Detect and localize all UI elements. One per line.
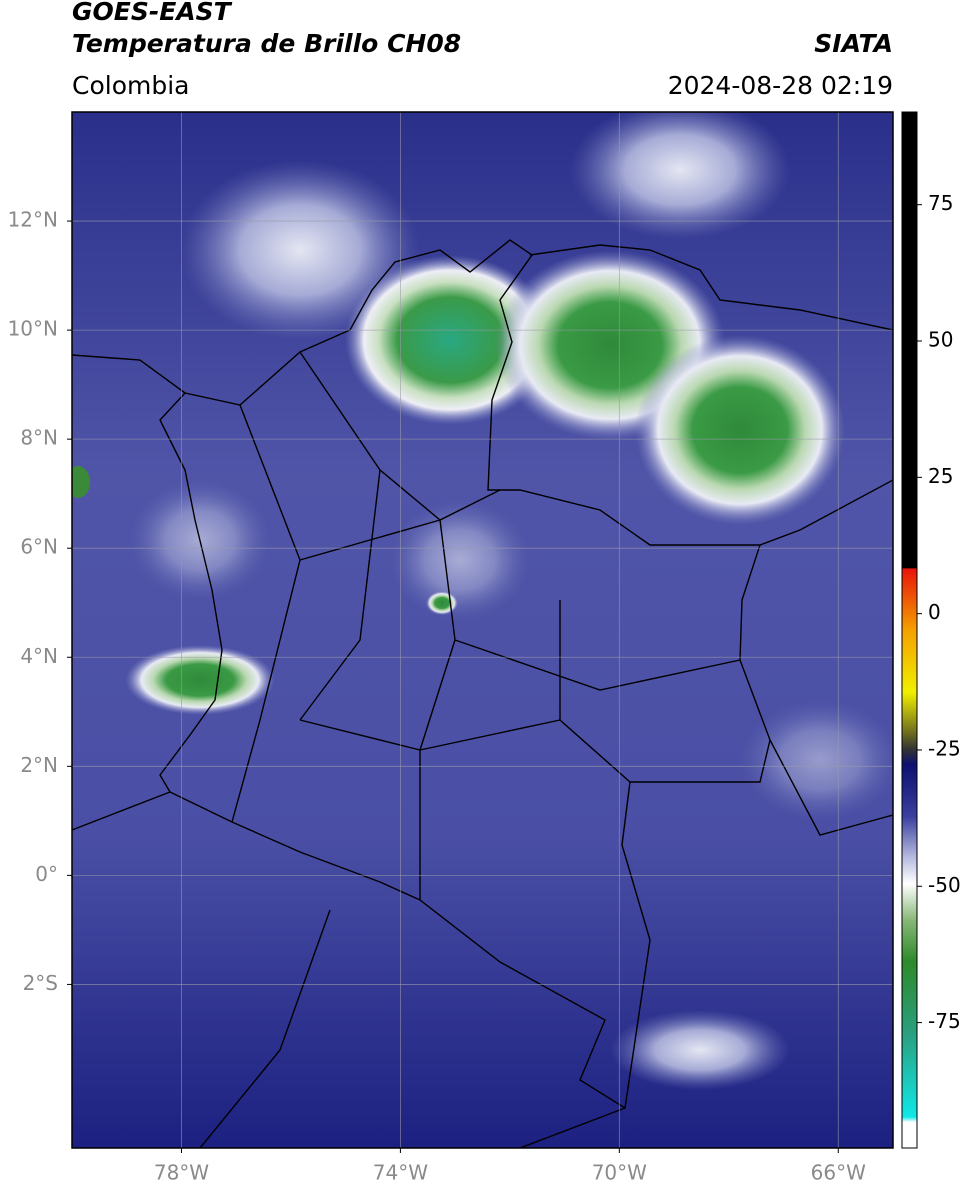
convective-cloud: [72, 466, 90, 498]
neighbor-borders: [72, 244, 893, 1148]
cloud: [180, 160, 420, 340]
y-tick-label: 2°S: [23, 971, 58, 995]
convective-cloud: [125, 645, 275, 715]
satellite-title: GOES-EAST: [72, 0, 233, 26]
colorbar-tick-label: 0: [928, 600, 941, 624]
y-tick-label: 0°: [35, 862, 58, 886]
datetime: 2024-08-28 02:19: [668, 71, 893, 100]
colorbar-tick-label: -75: [928, 1009, 961, 1033]
colorbar-tick-label: -25: [928, 736, 961, 760]
map-image: [72, 112, 893, 1148]
x-tick-label: 78°W: [154, 1161, 209, 1185]
cloud: [610, 1010, 790, 1090]
colorbar: [901, 111, 918, 1149]
cloud: [740, 700, 893, 820]
y-tick-label: 2°N: [20, 753, 58, 777]
y-tick-label: 12°N: [8, 208, 58, 232]
y-tick-label: 10°N: [8, 317, 58, 341]
y-tick-label: 4°N: [20, 644, 58, 668]
department-borders: [231, 351, 741, 900]
agency: SIATA: [814, 29, 893, 58]
colorbar-tick-label: 25: [928, 464, 953, 488]
x-tick-label: 66°W: [811, 1161, 866, 1185]
region: Colombia: [72, 71, 189, 100]
convective-cloud: [426, 591, 458, 615]
cloud: [570, 112, 790, 240]
colorbar-tick-label: -50: [928, 873, 961, 897]
y-tick-label: 8°N: [20, 426, 58, 450]
map-frame: [71, 111, 894, 1149]
product-title: Temperatura de Brillo CH08: [72, 29, 461, 58]
x-tick-label: 74°W: [373, 1161, 428, 1185]
cloud: [390, 500, 530, 620]
y-tick-label: 6°N: [20, 535, 58, 559]
colombia-border: [159, 239, 771, 1110]
colorbar-tick-label: 50: [928, 328, 953, 352]
convective-cloud: [635, 335, 845, 525]
colorbar-tick-label: 75: [928, 191, 953, 215]
x-tick-label: 70°W: [592, 1161, 647, 1185]
grid: [72, 112, 893, 1148]
